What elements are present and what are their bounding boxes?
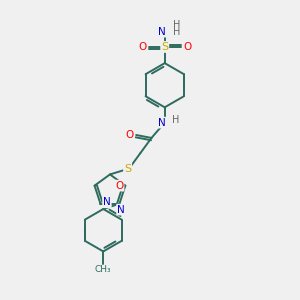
Text: N: N [158, 118, 166, 128]
Text: S: S [161, 42, 168, 52]
Text: O: O [138, 42, 146, 52]
Text: CH₃: CH₃ [95, 265, 112, 274]
Text: H: H [172, 115, 179, 125]
Text: H: H [173, 20, 180, 30]
Text: O: O [115, 181, 124, 190]
Text: O: O [183, 42, 191, 52]
Text: O: O [126, 130, 134, 140]
Text: S: S [124, 164, 131, 173]
Text: N: N [117, 205, 125, 214]
Text: N: N [103, 197, 111, 207]
Text: N: N [158, 27, 166, 37]
Text: H: H [173, 27, 180, 37]
